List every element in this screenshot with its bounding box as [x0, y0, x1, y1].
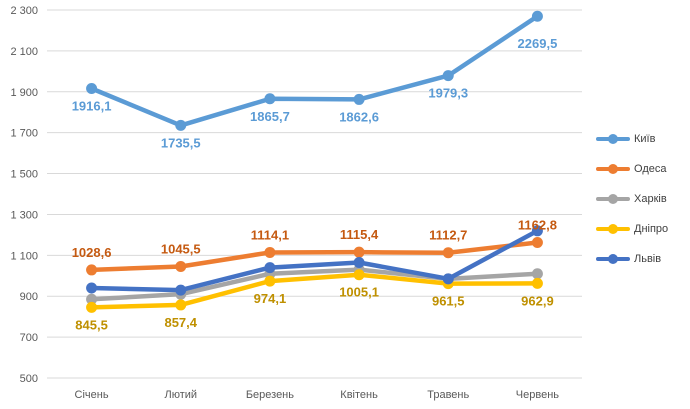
legend-item-lviv[interactable]: Львів: [596, 251, 688, 266]
data-label: 1114,1: [251, 227, 289, 242]
data-label: 1865,7: [250, 109, 290, 124]
y-tick-label: 900: [20, 291, 38, 303]
data-label: 974,1: [254, 291, 287, 306]
legend-swatch-lviv: [596, 253, 630, 264]
data-point: [86, 282, 98, 294]
grid-lines: [47, 9, 582, 379]
data-label: 1862,6: [339, 109, 379, 124]
data-point: [442, 70, 454, 82]
x-tick-label: Травень: [427, 389, 469, 401]
data-label: 857,4: [164, 315, 197, 330]
x-tick-label: Червень: [516, 389, 559, 401]
data-point: [264, 262, 276, 274]
y-tick-label: 700: [20, 332, 38, 344]
legend-label-kharkiv: Харків: [634, 192, 667, 205]
data-point: [175, 260, 187, 272]
legend-swatch-dnipro: [596, 223, 630, 234]
data-point: [264, 275, 276, 287]
y-tick-label: 500: [20, 373, 38, 385]
legend-item-dnipro[interactable]: Дніпро: [596, 221, 688, 236]
data-labels-group: 1916,1 1735,5 1865,7 1862,6 1979,3 2269,5 1028…: [72, 36, 558, 332]
y-tick-label: 2 100: [10, 46, 38, 58]
series-group: [86, 10, 543, 313]
series-line: [89, 13, 540, 128]
data-point: [442, 247, 454, 259]
data-point: [264, 93, 276, 105]
data-label: 2269,5: [518, 36, 558, 51]
x-axis-tick-labels: Січень Лютий Березень Квітень Травень Червень: [75, 389, 560, 401]
legend-item-kyiv[interactable]: Київ: [596, 131, 688, 146]
legend-label-odesa: Одеса: [634, 162, 667, 175]
data-point: [531, 225, 543, 237]
data-label: 1916,1: [72, 98, 112, 113]
y-tick-label: 2 300: [10, 5, 38, 17]
legend: Київ Одеса Харків Дніпро Львів: [596, 131, 688, 281]
series-одеса: [86, 236, 543, 276]
data-point: [531, 10, 543, 22]
data-point: [175, 299, 187, 311]
data-point: [531, 277, 543, 289]
legend-swatch-kharkiv: [596, 193, 630, 204]
data-label: 961,5: [432, 294, 465, 309]
data-point: [442, 273, 454, 285]
data-point: [86, 301, 98, 313]
data-label: 1115,4: [340, 227, 379, 242]
data-label: 1045,5: [161, 241, 201, 256]
data-label: 962,9: [521, 293, 554, 308]
y-tick-label: 1 500: [10, 169, 38, 181]
x-tick-label: Лютий: [164, 389, 197, 401]
data-point: [353, 93, 365, 105]
series-line: [89, 240, 540, 273]
x-tick-label: Березень: [246, 389, 294, 401]
series-line: [89, 267, 540, 302]
data-point: [353, 269, 365, 281]
y-tick-label: 1 300: [10, 209, 38, 221]
legend-item-kharkiv[interactable]: Харків: [596, 191, 688, 206]
x-tick-label: Січень: [75, 389, 109, 401]
data-point: [353, 246, 365, 258]
y-tick-label: 1 700: [10, 128, 38, 140]
data-label: 1005,1: [339, 285, 379, 300]
x-tick-label: Квітень: [340, 389, 378, 401]
data-label: 1112,7: [429, 228, 467, 243]
data-point: [86, 293, 98, 305]
legend-label-kyiv: Київ: [634, 132, 656, 145]
legend-label-dnipro: Дніпро: [634, 222, 669, 235]
legend-item-odesa[interactable]: Одеса: [596, 161, 688, 176]
data-label: 1028,6: [72, 245, 112, 260]
data-point: [531, 236, 543, 248]
series-line: [89, 272, 540, 310]
data-label: 1979,3: [428, 86, 468, 101]
series-line: [89, 228, 540, 293]
data-point: [175, 284, 187, 296]
series-львів: [86, 225, 543, 296]
y-tick-label: 1 100: [10, 250, 38, 262]
data-point: [175, 119, 187, 131]
data-point: [86, 82, 98, 94]
data-label: 1735,5: [161, 135, 201, 150]
series-київ: [86, 10, 543, 131]
legend-swatch-odesa: [596, 163, 630, 174]
y-axis-tick-labels: 500 700 900 1 100 1 300 1 500 1 700 1 900 2 100 2…: [10, 5, 38, 385]
data-point: [264, 246, 276, 258]
y-tick-label: 1 900: [10, 87, 38, 99]
series-дніпро: [86, 269, 543, 313]
data-label: 845,5: [75, 317, 108, 332]
data-point: [353, 256, 365, 268]
data-point: [86, 264, 98, 276]
data-label: 1162,8: [518, 217, 557, 232]
legend-swatch-kyiv: [596, 133, 630, 144]
data-point: [531, 268, 543, 280]
legend-label-lviv: Львів: [634, 252, 662, 265]
